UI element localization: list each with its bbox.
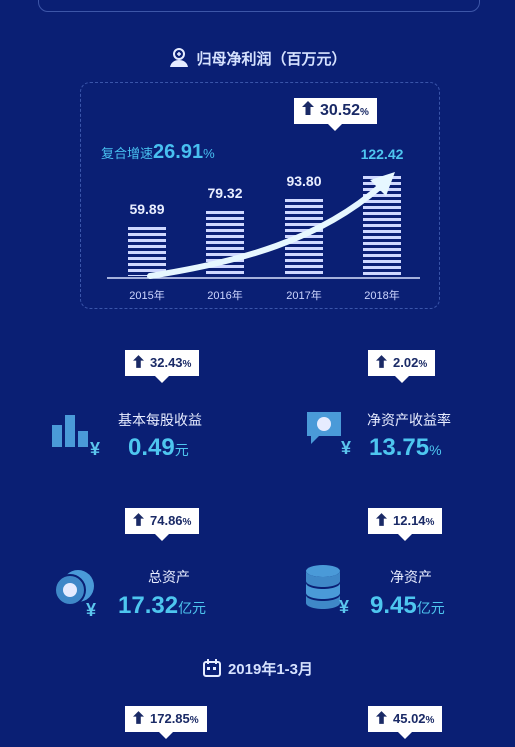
net-assets-label: 净资产 — [390, 569, 432, 585]
x-tick-label: 2017年 — [286, 290, 322, 302]
x-tick-label: 2018年 — [364, 290, 400, 302]
x-tick-label: 2015年 — [129, 290, 165, 302]
total-assets-value: 17.32亿元 — [118, 592, 207, 619]
trend-arrow-head — [370, 172, 395, 196]
up-arrow-icon — [302, 101, 314, 121]
eps-bar-icon: ¥ — [50, 411, 104, 464]
q1-right-growth-badge: 45.02% — [368, 706, 443, 739]
eps-growth-badge: 32.43% — [125, 350, 200, 383]
coins-icon: ¥ — [50, 566, 106, 623]
database-stack-icon: ¥ — [303, 563, 357, 622]
calendar-icon — [202, 658, 222, 682]
bar-value-label: 93.80 — [286, 173, 322, 189]
up-arrow-icon — [376, 710, 387, 730]
profit-section-title: 归母净利润（百万元） — [0, 48, 515, 72]
up-arrow-icon — [133, 512, 144, 532]
q1-left-growth-badge: 172.85% — [125, 706, 207, 739]
roe-value: 13.75% — [369, 434, 442, 461]
trend-arrow-line — [147, 182, 385, 279]
roe-chat-icon: ¥ — [305, 410, 357, 463]
roe-label: 净资产收益率 — [367, 412, 451, 428]
bar-value-label: 79.32 — [207, 185, 243, 201]
up-arrow-icon — [133, 354, 144, 374]
svg-text:¥: ¥ — [86, 600, 96, 618]
profit-growth-badge: 30.52% — [294, 98, 377, 131]
q1-section-title: 2019年1-3月 — [0, 658, 515, 682]
svg-text:¥: ¥ — [90, 439, 100, 459]
roe-growth-badge: 2.02% — [368, 350, 436, 383]
bar-value-label: 122.42 — [360, 146, 404, 162]
cagr-text: 复合增速26.91% — [101, 141, 215, 163]
up-arrow-icon — [376, 512, 387, 532]
bar-value-label: 59.89 — [129, 201, 165, 217]
net-assets-value: 9.45亿元 — [370, 592, 445, 619]
svg-text:¥: ¥ — [341, 438, 351, 458]
chart-bar — [128, 227, 166, 276]
user-profit-icon — [168, 48, 190, 72]
x-tick-label: 2016年 — [207, 290, 243, 302]
up-arrow-icon — [133, 710, 144, 730]
profit-chart-frame — [80, 82, 440, 309]
eps-value: 0.49元 — [128, 434, 189, 461]
net-assets-growth-badge: 12.14% — [368, 508, 443, 541]
svg-text:¥: ¥ — [339, 597, 349, 617]
eps-label: 基本每股收益 — [118, 412, 202, 428]
up-arrow-icon — [376, 354, 387, 374]
total-assets-label: 总资产 — [148, 569, 190, 585]
total-assets-growth-badge: 74.86% — [125, 508, 200, 541]
